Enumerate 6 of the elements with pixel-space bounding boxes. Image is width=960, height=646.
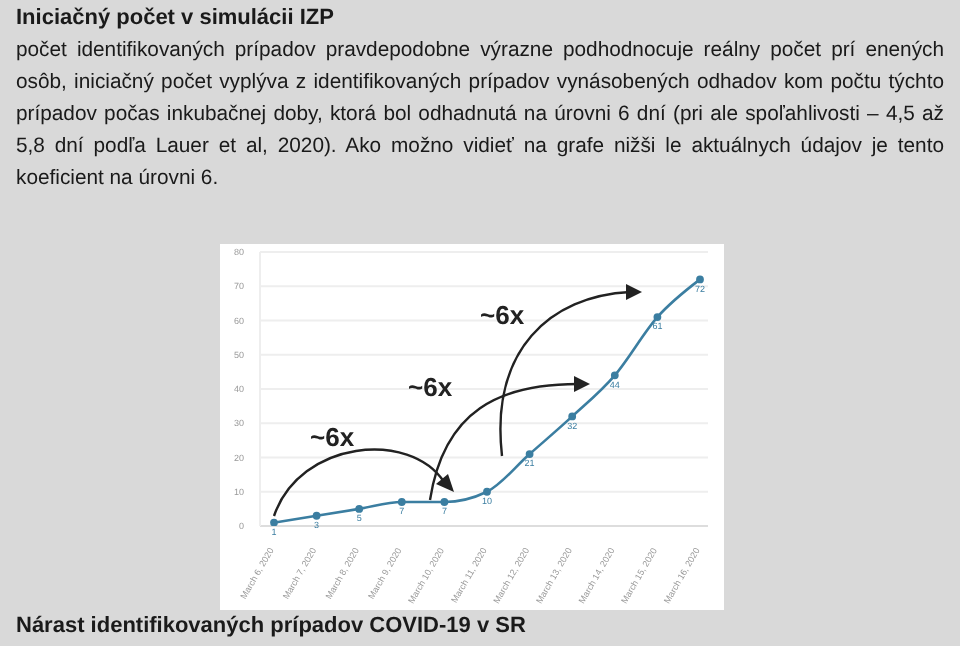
annotation: ~6x <box>408 372 453 402</box>
annotation: ~6x <box>480 300 525 330</box>
annotation: ~6x <box>310 422 355 452</box>
chart-title: Iniciačný počet v simulácii IZP <box>16 6 334 30</box>
text: počet identifikovaných prípadov pravdepodobne výrazne podhodnocuje reálny počet prí enených osôb, iniciačný počet vyplýva z identifikovaných prípadov vynásobených odhadov kom počtu týchto prípadov počas inkubačnej doby, ktorá bol odhadnutá na úrovni 6 dní (pri ale spoľahlivosti – 4,5 až 5,8 dní podľa Lauer et al, 2020). Ako možno vidieť na grafe nižši le aktuálnych údajov je tento koeficient na úrovni 6. <box>16 38 944 194</box>
text: Nárast identifikovaných prípadov COVID-19 v SR <box>16 614 526 638</box>
